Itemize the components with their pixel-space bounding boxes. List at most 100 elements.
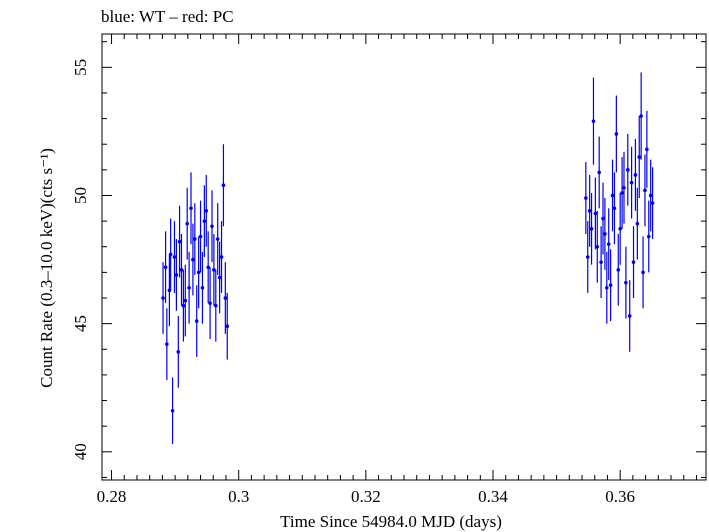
data-series xyxy=(584,72,655,352)
data-point xyxy=(610,159,615,232)
data-point xyxy=(622,151,626,224)
data-point xyxy=(189,172,193,245)
data-point xyxy=(183,264,188,337)
point-marker xyxy=(587,209,592,213)
data-point xyxy=(223,262,228,334)
point-marker xyxy=(168,252,173,257)
point-marker xyxy=(204,209,209,213)
point-marker xyxy=(643,188,647,193)
point-marker xyxy=(610,193,615,198)
point-marker xyxy=(608,283,613,287)
data-series xyxy=(161,144,230,445)
data-point xyxy=(198,200,203,273)
point-marker xyxy=(603,232,607,236)
data-point xyxy=(593,177,598,250)
data-point xyxy=(608,249,613,322)
data-point xyxy=(601,182,605,255)
data-point xyxy=(625,133,630,206)
point-marker xyxy=(176,350,181,354)
point-marker xyxy=(645,147,649,152)
point-marker xyxy=(206,265,210,270)
data-point xyxy=(170,377,175,445)
data-point xyxy=(603,198,607,270)
data-point xyxy=(204,174,209,247)
data-point xyxy=(587,174,592,247)
data-point xyxy=(612,172,617,245)
point-marker xyxy=(221,183,226,188)
data-point xyxy=(643,154,647,227)
point-marker xyxy=(225,324,230,329)
data-point xyxy=(605,251,609,324)
point-marker xyxy=(208,301,212,305)
data-point xyxy=(616,233,621,306)
data-point xyxy=(631,226,636,299)
data-points xyxy=(161,72,655,445)
point-marker xyxy=(646,234,651,239)
point-marker xyxy=(174,273,179,277)
point-marker xyxy=(635,221,640,226)
y-axis-label: Count Rate (0.3–10.0 keV)(cts s⁻¹) xyxy=(37,148,56,388)
chart-title: blue: WT – red: PC xyxy=(101,7,234,26)
point-marker xyxy=(212,268,216,272)
point-marker xyxy=(622,185,626,190)
point-marker xyxy=(584,196,588,200)
x-tick-label: 0.34 xyxy=(478,487,508,506)
point-marker xyxy=(639,114,643,118)
point-marker xyxy=(187,285,191,290)
point-marker xyxy=(614,132,619,136)
point-marker xyxy=(616,268,621,272)
point-marker xyxy=(606,242,611,246)
data-point xyxy=(161,262,165,334)
data-point xyxy=(597,136,601,209)
point-marker xyxy=(191,257,195,262)
data-point xyxy=(200,251,205,324)
point-marker xyxy=(629,180,634,185)
point-marker xyxy=(196,270,201,275)
data-point xyxy=(219,221,224,293)
data-point xyxy=(221,144,226,227)
point-marker xyxy=(585,255,590,259)
point-marker xyxy=(650,201,655,205)
y-tick-label: 55 xyxy=(71,59,90,76)
point-marker xyxy=(595,244,600,249)
point-marker xyxy=(198,234,203,239)
point-marker xyxy=(185,221,189,226)
point-marker xyxy=(601,216,605,221)
data-point xyxy=(618,192,622,265)
data-point xyxy=(210,190,214,263)
point-marker xyxy=(202,219,207,223)
y-tick-label: 40 xyxy=(71,443,90,460)
point-marker xyxy=(210,224,214,229)
x-tick-label: 0.36 xyxy=(605,487,635,506)
point-marker xyxy=(599,260,603,264)
x-tick-labels: 0.28 0.3 0.32 0.34 0.36 xyxy=(97,487,635,506)
data-point xyxy=(206,231,210,304)
data-point xyxy=(174,239,179,311)
data-point xyxy=(595,210,600,283)
x-tick-label: 0.32 xyxy=(351,487,381,506)
y-tick-label: 50 xyxy=(71,187,90,204)
data-point xyxy=(177,205,182,278)
data-point xyxy=(214,269,218,342)
point-marker xyxy=(633,173,638,177)
point-marker xyxy=(217,275,222,280)
data-point xyxy=(185,187,189,260)
data-point xyxy=(591,77,596,165)
data-point xyxy=(215,203,220,275)
axis-ticks xyxy=(102,34,706,480)
point-marker xyxy=(219,255,224,259)
point-marker xyxy=(172,255,177,259)
data-point xyxy=(208,267,212,340)
point-marker xyxy=(214,303,218,308)
data-point xyxy=(168,218,173,291)
point-marker xyxy=(223,296,228,300)
data-point xyxy=(650,167,655,240)
data-point xyxy=(187,251,191,324)
point-marker xyxy=(618,227,622,231)
data-point xyxy=(629,146,634,219)
point-marker xyxy=(637,155,642,159)
data-point xyxy=(635,187,640,260)
x-tick-label: 0.3 xyxy=(228,487,249,506)
point-marker xyxy=(181,303,186,308)
point-marker xyxy=(620,191,624,195)
